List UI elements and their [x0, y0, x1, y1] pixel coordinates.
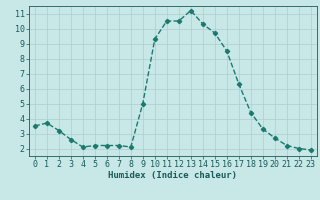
X-axis label: Humidex (Indice chaleur): Humidex (Indice chaleur)	[108, 171, 237, 180]
